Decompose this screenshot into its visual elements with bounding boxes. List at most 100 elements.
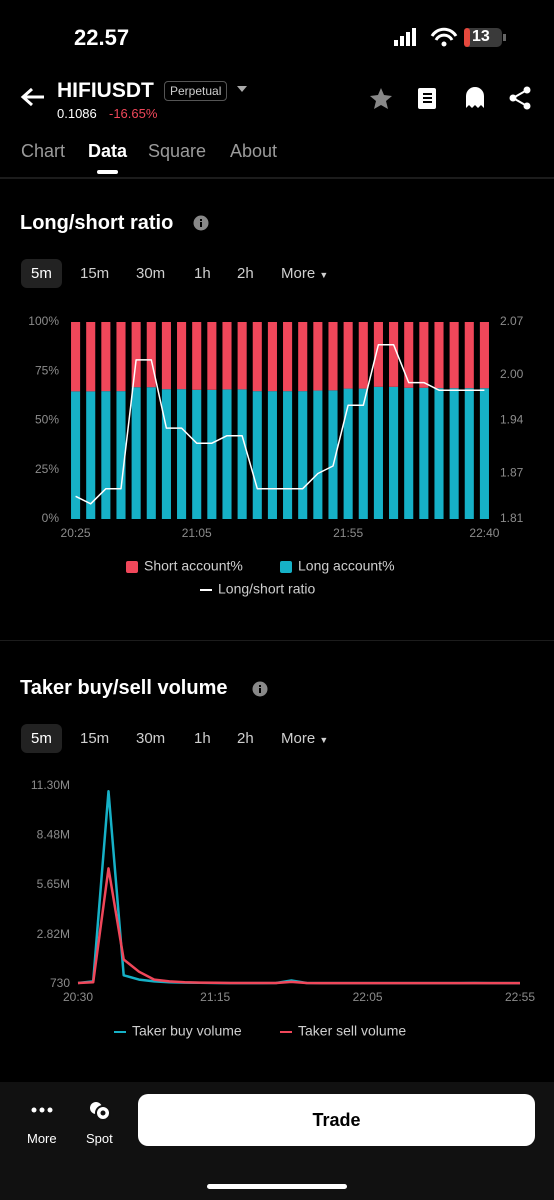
data-line <box>77 790 520 985</box>
bar <box>252 322 262 392</box>
info-icon[interactable] <box>252 681 268 697</box>
interval-option[interactable]: 30m <box>136 730 166 747</box>
divider <box>0 640 554 641</box>
legend-label: Short account% <box>144 558 243 574</box>
y2-tick-label: 2.07 <box>500 314 524 328</box>
tab-indicator <box>97 170 118 174</box>
y-tick-label: 25% <box>35 462 59 476</box>
x-tick-label: 22:55 <box>505 990 535 1004</box>
bar <box>192 322 202 390</box>
interval-option[interactable]: 5m <box>21 259 62 288</box>
header-actions[interactable] <box>368 86 538 112</box>
bar <box>479 322 489 389</box>
bar <box>116 322 126 392</box>
bar <box>86 391 96 519</box>
interval-option[interactable]: 5m <box>21 724 62 753</box>
bar <box>131 387 141 519</box>
y2-tick-label: 2.00 <box>500 367 524 381</box>
bar <box>101 391 111 519</box>
interval-option[interactable]: More ▼ <box>281 265 329 282</box>
interval-option[interactable]: 2h <box>237 265 254 282</box>
interval-option[interactable]: 15m <box>80 730 110 747</box>
bar <box>283 322 293 392</box>
bar <box>192 389 202 519</box>
back-button[interactable] <box>20 86 46 108</box>
bar <box>313 322 323 391</box>
bar <box>237 389 247 519</box>
legend-label: Long/short ratio <box>218 581 315 597</box>
last-price: 0.1086 <box>57 106 97 121</box>
symbol-dropdown[interactable] <box>237 86 247 94</box>
bar <box>71 391 81 519</box>
bar <box>267 391 277 519</box>
bar <box>222 322 232 390</box>
dropdown-caret: ▼ <box>319 270 329 280</box>
y2-tick-label: 1.94 <box>500 413 524 427</box>
interval-option[interactable]: More ▼ <box>281 730 329 747</box>
bar <box>207 389 217 519</box>
bar <box>86 322 96 392</box>
bar <box>389 322 399 387</box>
bar <box>449 388 459 519</box>
y-tick-label: 730 <box>50 976 70 990</box>
bar <box>419 387 429 519</box>
y-tick-label: 2.82M <box>37 927 70 941</box>
info-icon[interactable] <box>193 215 209 231</box>
contract-badge: Perpetual <box>164 81 228 101</box>
dropdown-caret: ▼ <box>319 735 329 745</box>
interval-option[interactable]: 1h <box>194 730 211 747</box>
interval-option[interactable]: 15m <box>80 265 110 282</box>
bar <box>161 389 171 519</box>
symbol[interactable]: HIFIUSDT <box>57 79 154 102</box>
more-label[interactable]: More <box>27 1131 57 1146</box>
bar <box>449 322 459 389</box>
bar <box>404 322 414 388</box>
section-title: Long/short ratio <box>20 212 174 234</box>
bar <box>328 390 338 519</box>
interval-option[interactable]: 2h <box>237 730 254 747</box>
bar <box>146 387 156 519</box>
spot-icon[interactable] <box>88 1100 112 1122</box>
legend-label: Taker buy volume <box>132 1023 242 1039</box>
status-time: 22.57 <box>74 25 130 50</box>
bar <box>373 322 383 387</box>
y-tick-label: 75% <box>35 363 59 377</box>
legend-swatch <box>280 561 292 573</box>
x-tick-label: 20:30 <box>63 990 93 1004</box>
spot-label[interactable]: Spot <box>86 1131 113 1146</box>
bar <box>313 390 323 519</box>
more-icon[interactable] <box>31 1106 55 1114</box>
bar <box>373 386 383 519</box>
interval-option[interactable]: 30m <box>136 265 166 282</box>
y-tick-label: 11.30M <box>31 778 70 792</box>
y2-tick-label: 1.81 <box>500 511 524 525</box>
trade-button[interactable]: Trade <box>138 1094 535 1146</box>
bar <box>464 322 474 389</box>
x-tick-label: 21:15 <box>200 990 230 1004</box>
bar <box>434 388 444 519</box>
y-tick-label: 5.65M <box>37 877 70 891</box>
bar <box>404 387 414 519</box>
bar <box>237 322 247 390</box>
legend-swatch <box>126 561 138 573</box>
section-title: Taker buy/sell volume <box>20 677 228 699</box>
x-tick-label: 21:05 <box>182 526 212 540</box>
interval-option[interactable]: 1h <box>194 265 211 282</box>
tab[interactable]: Square <box>148 141 207 161</box>
divider <box>0 177 554 179</box>
tab[interactable]: About <box>230 141 278 161</box>
bar <box>298 322 308 392</box>
bar <box>389 386 399 519</box>
bar <box>479 388 489 519</box>
bar <box>116 391 126 519</box>
bar <box>328 322 338 391</box>
tab[interactable]: Chart <box>21 141 66 161</box>
data-line <box>77 867 520 985</box>
x-tick-label: 20:25 <box>61 526 91 540</box>
bar <box>283 391 293 519</box>
home-indicator <box>207 1184 347 1189</box>
x-tick-label: 21:55 <box>333 526 363 540</box>
battery-level: 13 <box>472 28 490 45</box>
tab[interactable]: Data <box>88 141 128 161</box>
